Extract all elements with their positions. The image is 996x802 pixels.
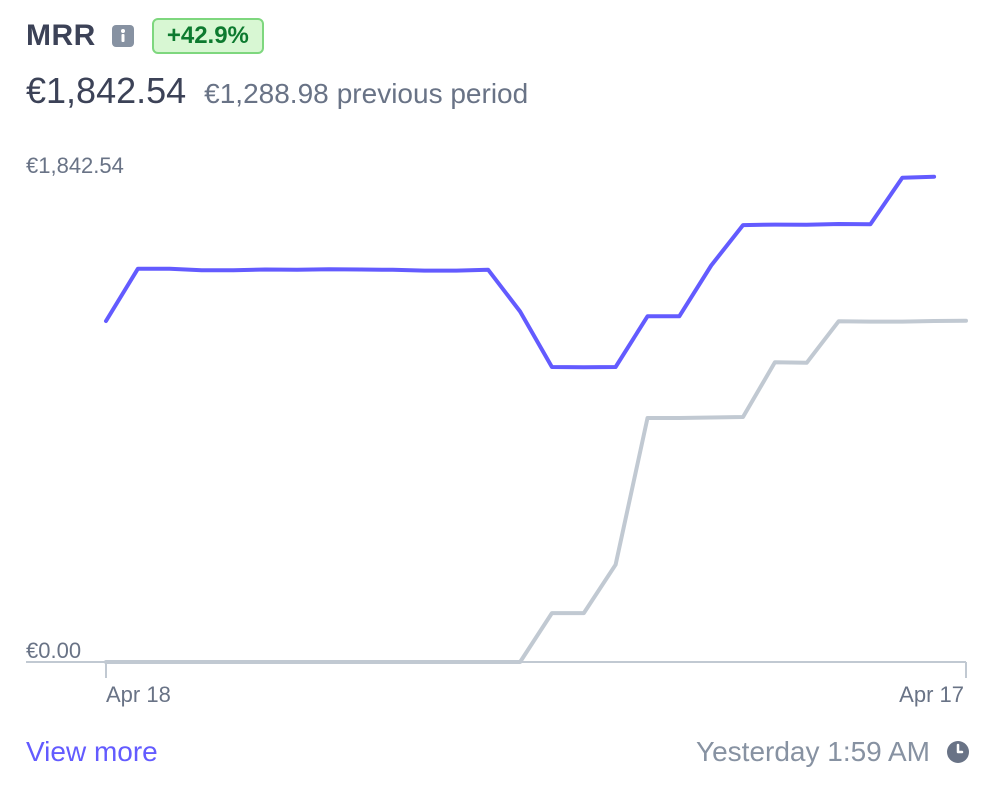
value-row: €1,842.54 €1,288.98 previous period: [26, 70, 528, 112]
change-badge: +42.9%: [151, 18, 264, 54]
previous-value: €1,288.98: [204, 78, 329, 109]
y-tick-label-zero: €0.00: [26, 638, 81, 663]
mrr-line-chart[interactable]: €1,842.54 €0.00 Apr 18 Apr 17: [0, 140, 996, 720]
metric-title: MRR: [26, 19, 96, 52]
updated-time: Yesterday 1:59 AM: [696, 736, 970, 768]
y-tick-label-max: €1,842.54: [26, 153, 124, 178]
x-tick-label-end: Apr 17: [899, 682, 964, 707]
updated-time-label: Yesterday 1:59 AM: [695, 736, 930, 767]
info-icon[interactable]: [111, 25, 134, 47]
view-more-link[interactable]: View more: [26, 736, 158, 767]
previous-label: previous period: [336, 78, 529, 109]
clock-icon: [946, 740, 970, 764]
metric-header: MRR +42.9%: [26, 16, 264, 56]
series-line-current: [104, 174, 937, 370]
series-line-previous: [104, 318, 968, 664]
current-value: €1,842.54: [26, 70, 187, 111]
x-tick-label-start: Apr 18: [106, 682, 171, 707]
